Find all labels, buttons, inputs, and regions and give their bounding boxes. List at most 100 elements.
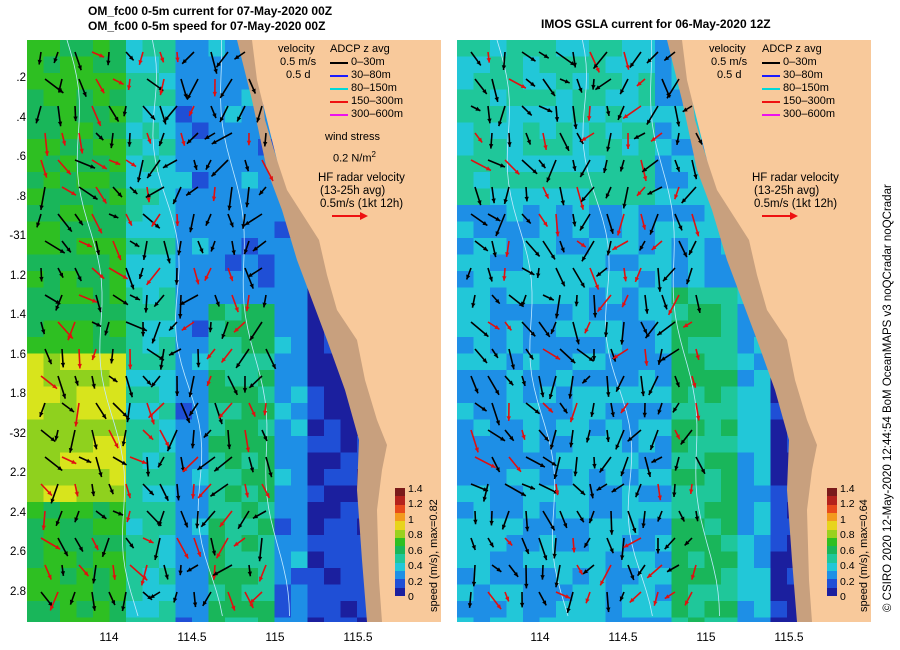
adcp-arrow-icon — [330, 74, 348, 77]
speed-cell — [688, 617, 705, 622]
arrow-head — [47, 359, 52, 365]
arrow-head — [263, 435, 268, 441]
speed-cell — [473, 337, 491, 354]
speed-cell — [225, 403, 242, 420]
speed-cell — [490, 535, 507, 552]
speed-cell — [737, 419, 755, 437]
speed-cell — [159, 221, 176, 239]
arrow-head — [530, 331, 536, 337]
speed-cell — [737, 518, 755, 536]
speed-cell — [473, 73, 491, 90]
arrow-head — [655, 549, 661, 554]
speed-cell — [523, 403, 540, 420]
arrow-head — [92, 298, 98, 303]
speed-cell — [27, 238, 44, 255]
speed-cell — [258, 469, 275, 486]
speed-cell — [523, 436, 540, 453]
speed-cell — [737, 403, 755, 420]
arrow-head — [97, 228, 102, 234]
arrow-head — [694, 516, 700, 522]
speed-cell — [109, 617, 127, 622]
arrow-head — [620, 471, 625, 477]
speed-cell — [556, 617, 573, 622]
speed-cell — [688, 370, 705, 387]
arrow-head — [499, 163, 505, 168]
speed-cell — [126, 106, 143, 123]
speed-cell — [241, 287, 259, 305]
speed-cell — [225, 568, 242, 585]
speed-cell — [770, 469, 788, 486]
arrow-head — [233, 541, 239, 547]
speed-cell — [93, 485, 110, 503]
arrow-head — [233, 389, 238, 395]
arrow-head — [203, 432, 209, 438]
right-legend: velocity 0.5 m/s 0.5 d — [709, 43, 747, 82]
speed-cell — [126, 89, 143, 107]
arrow-head — [189, 410, 194, 416]
arrow-head — [79, 148, 84, 154]
left-map-panel[interactable] — [27, 40, 441, 622]
longitude-label: 115.5 — [774, 630, 804, 644]
speed-cell — [589, 304, 606, 321]
speed-cell — [109, 89, 127, 107]
speed-cell — [126, 221, 143, 239]
speed-cell — [605, 320, 623, 338]
speed-cell — [175, 370, 193, 387]
arrow-head — [570, 358, 576, 364]
arrow-head — [664, 594, 670, 599]
arrow-head — [635, 492, 640, 498]
speed-cell — [274, 287, 292, 305]
arrow-head — [83, 571, 89, 577]
speed-cell — [109, 254, 127, 272]
speed-cell — [175, 535, 193, 552]
speed-cell — [770, 518, 788, 536]
speed-cell — [605, 502, 623, 519]
speed-cell — [589, 40, 606, 57]
speed-cell — [457, 452, 474, 470]
adcp-arrow-icon — [330, 61, 348, 64]
speed-cell — [109, 188, 127, 206]
speed-cell — [622, 502, 639, 519]
speed-cell — [175, 469, 193, 486]
arrow-head — [150, 419, 155, 425]
speed-cell — [473, 122, 491, 140]
speed-cell — [142, 172, 160, 189]
speed-cell — [523, 89, 540, 107]
speed-cell — [589, 188, 606, 206]
speed-cell — [192, 139, 209, 156]
arrow-head — [118, 511, 124, 516]
arrow-head — [74, 491, 79, 497]
speed-cell — [490, 106, 507, 123]
speed-cell — [142, 469, 160, 486]
right-map-panel[interactable] — [457, 40, 871, 622]
speed-cell — [76, 403, 94, 420]
speed-cell — [225, 469, 242, 486]
arrow-head — [55, 545, 61, 550]
speed-cell — [770, 419, 788, 437]
speed-cell — [274, 535, 292, 552]
speed-cell — [671, 122, 689, 140]
arrow-head — [41, 329, 46, 335]
speed-cell — [490, 551, 507, 569]
speed-cell — [225, 419, 242, 437]
speed-cell — [274, 551, 292, 569]
arrow-head — [121, 606, 126, 612]
arrow-head — [540, 575, 545, 580]
speed-cell — [274, 271, 292, 288]
right-title: IMOS GSLA current for 06-May-2020 12Z — [541, 17, 771, 31]
speed-cell — [192, 221, 209, 239]
arrow-head — [231, 605, 236, 611]
speed-cell — [43, 419, 61, 437]
arrow-head — [271, 363, 276, 369]
speed-cell — [605, 205, 623, 222]
speed-cell — [241, 485, 259, 503]
speed-cell — [274, 238, 292, 255]
speed-cell — [192, 535, 209, 552]
speed-cell — [208, 188, 226, 206]
speed-cell — [43, 617, 61, 622]
speed-cell — [457, 122, 474, 140]
speed-cell — [357, 617, 374, 622]
arrow-head — [205, 220, 210, 226]
speed-cell — [523, 601, 540, 618]
speed-cell — [225, 172, 242, 189]
